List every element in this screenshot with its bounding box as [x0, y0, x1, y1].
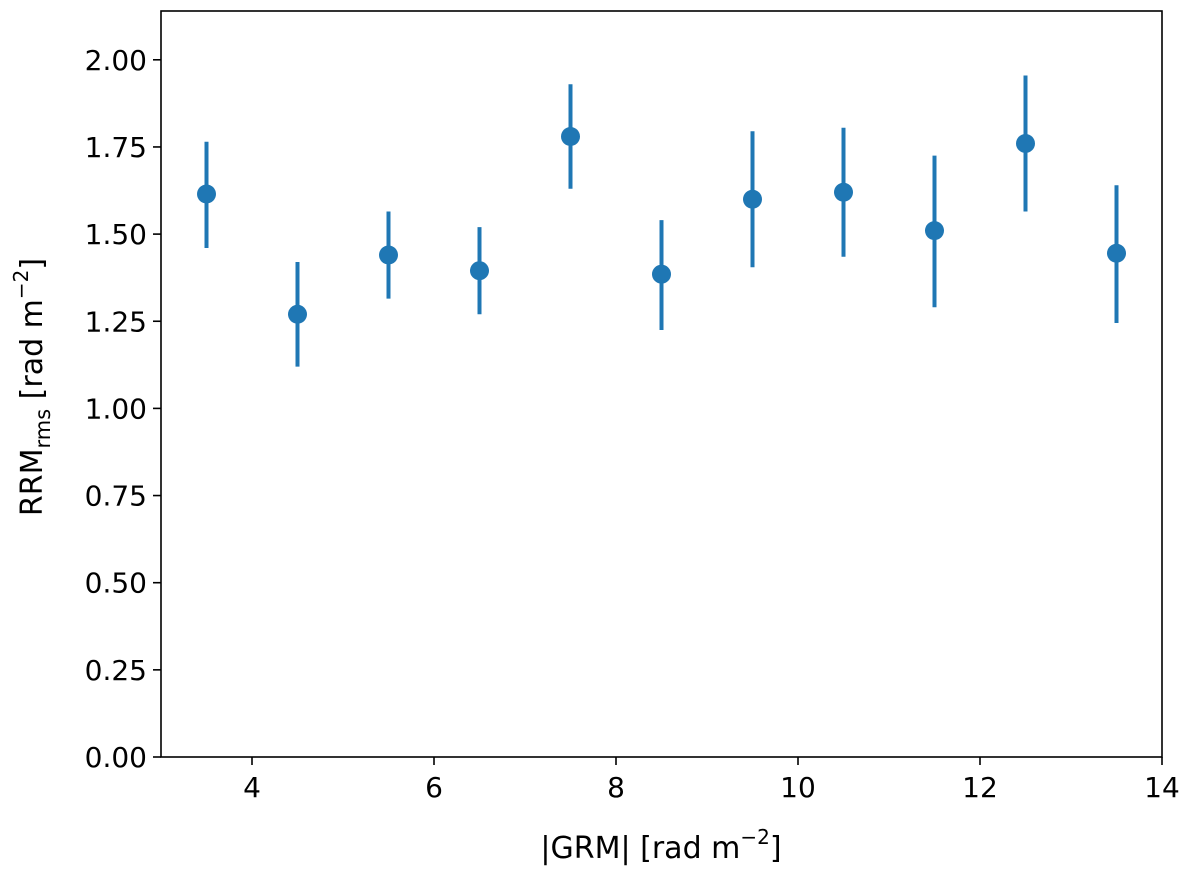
data-point	[925, 221, 944, 241]
y-axis-ticks: 0.00 0.25 0.50 0.75 1.00 1.25 1.50 1.75 2.00	[85, 44, 161, 774]
data-point	[652, 264, 671, 284]
y-tick-label: 0.50	[85, 567, 147, 600]
data-point	[470, 261, 489, 281]
y-tick-label: 0.00	[85, 741, 147, 774]
data-point	[1016, 133, 1035, 153]
data-point	[834, 182, 853, 202]
y-tick-label: 1.25	[85, 305, 147, 338]
data-marks	[197, 75, 1126, 367]
data-point	[561, 126, 580, 146]
y-tick-label: 0.75	[85, 480, 147, 513]
y-tick-label: 1.75	[85, 131, 147, 164]
plot-frame	[160, 10, 1163, 758]
y-axis-label: RRMrms [rad m−2]	[9, 258, 55, 516]
x-tick-label: 10	[780, 771, 816, 804]
data-point	[379, 245, 398, 265]
y-tick-label: 1.50	[85, 218, 147, 251]
data-point	[197, 184, 216, 204]
x-axis-label: |GRM| [rad m−2]	[540, 825, 781, 866]
data-point	[1107, 243, 1126, 263]
x-tick-label: 12	[962, 771, 998, 804]
data-point	[743, 189, 762, 209]
y-tick-label: 0.25	[85, 654, 147, 687]
y-tick-label: 2.00	[85, 44, 147, 77]
y-tick-label: 1.00	[85, 392, 147, 425]
x-tick-label: 4	[243, 771, 261, 804]
data-point	[288, 304, 307, 324]
x-tick-label: 14	[1144, 771, 1180, 804]
x-axis-ticks: 4 6 8 10 12 14	[243, 757, 1180, 804]
x-tick-label: 8	[607, 771, 625, 804]
x-tick-label: 6	[425, 771, 443, 804]
